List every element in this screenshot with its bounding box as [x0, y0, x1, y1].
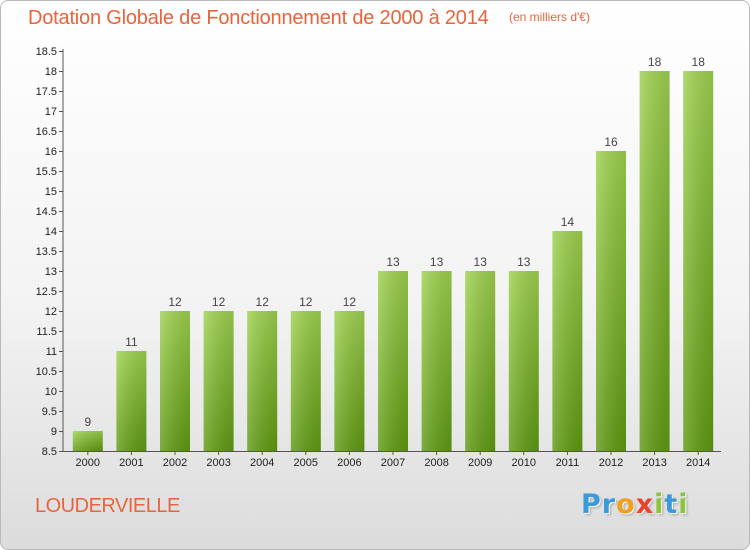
y-tick-label: 12.5	[36, 286, 57, 298]
x-tick-label-2010: 2010	[512, 457, 536, 469]
value-label-2005: 12	[299, 295, 313, 309]
bar-shade-2000	[72, 431, 103, 451]
bar-shade-2006	[334, 311, 365, 451]
x-tick-label-2013: 2013	[642, 457, 666, 469]
bar-shade-2012	[596, 151, 626, 451]
x-tick-label-2001: 2001	[119, 457, 143, 469]
y-tick-label: 14.5	[36, 206, 57, 218]
logo-letter: i	[654, 489, 665, 520]
y-tick-label: 12	[45, 306, 57, 318]
y-tick-label: 13.5	[36, 246, 57, 258]
value-label-2001: 11	[125, 335, 138, 349]
x-tick-label-2000: 2000	[76, 457, 100, 469]
y-tick-label: 17.5	[36, 86, 57, 98]
y-tick-label: 9.5	[42, 406, 57, 418]
y-tick-label: 11	[46, 346, 57, 358]
value-label-2002: 12	[168, 295, 182, 309]
x-tick-label-2008: 2008	[424, 457, 448, 469]
logo-letter: o	[616, 489, 636, 520]
bar-shade-2013	[639, 71, 670, 451]
bar-shade-2011	[552, 231, 583, 451]
value-label-2008: 13	[430, 255, 444, 269]
proxiti-logo: Proxiti	[581, 489, 689, 520]
bar-shade-2003	[203, 311, 234, 451]
value-label-2004: 12	[256, 295, 270, 309]
bar-shade-2007	[378, 271, 408, 451]
chart-header: Dotation Globale de Fonctionnement de 20…	[28, 7, 590, 30]
y-tick-label: 8.5	[42, 446, 57, 458]
y-tick-label: 16.5	[36, 126, 57, 138]
x-tick-label-2006: 2006	[337, 457, 361, 469]
x-tick-label-2003: 2003	[206, 457, 230, 469]
y-tick-label: 10	[45, 386, 57, 398]
y-tick-label: 14	[45, 226, 57, 238]
bar-shade-2005	[290, 311, 321, 451]
logo-letter: P	[581, 489, 602, 520]
x-tick-label-2009: 2009	[468, 457, 492, 469]
y-tick-label: 11.5	[36, 326, 57, 338]
value-label-2003: 12	[212, 295, 226, 309]
commune-name: LOUDERVIELLE	[35, 495, 180, 517]
bar-shade-2004	[247, 311, 278, 451]
value-label-2012: 16	[604, 135, 618, 149]
logo-letter: r	[601, 489, 617, 520]
y-tick-label: 16	[45, 146, 57, 158]
value-label-2013: 18	[648, 55, 662, 69]
value-label-2007: 13	[386, 255, 400, 269]
x-tick-label-2012: 2012	[599, 457, 623, 469]
value-label-2014: 18	[692, 55, 706, 69]
y-tick-label: 15.5	[36, 166, 57, 178]
x-tick-label-2004: 2004	[250, 457, 274, 469]
bar-shade-2002	[160, 311, 190, 451]
logo-letter: t	[664, 489, 679, 520]
logo-letter: x	[635, 489, 655, 520]
y-tick-label: 10.5	[36, 366, 57, 378]
y-tick-label: 15	[45, 186, 57, 198]
value-label-2010: 13	[517, 255, 531, 269]
y-tick-label: 9	[51, 426, 57, 438]
chart-title: Dotation Globale de Fonctionnement de 20…	[28, 7, 489, 29]
value-label-2000: 9	[84, 415, 91, 429]
x-tick-label-2014: 2014	[686, 457, 710, 469]
y-tick-label: 18	[45, 66, 57, 78]
bar-shade-2009	[465, 271, 496, 451]
x-tick-label-2005: 2005	[294, 457, 318, 469]
y-tick-label: 18.5	[36, 46, 57, 58]
chart-unit-label: (en milliers d'€)	[509, 10, 590, 24]
bar-shade-2014	[683, 71, 714, 451]
bar-shade-2008	[421, 271, 452, 451]
value-label-2011: 14	[561, 215, 575, 229]
logo-letter: i	[678, 489, 689, 520]
value-label-2009: 13	[474, 255, 488, 269]
x-tick-label-2007: 2007	[381, 457, 405, 469]
bar-shade-2001	[116, 351, 147, 451]
x-tick-label-2002: 2002	[163, 457, 187, 469]
value-label-2006: 12	[343, 295, 357, 309]
x-tick-label-2011: 2011	[556, 457, 580, 469]
y-tick-label: 13	[45, 266, 57, 278]
y-tick-label: 17	[45, 106, 57, 118]
bar-shade-2010	[508, 271, 539, 451]
